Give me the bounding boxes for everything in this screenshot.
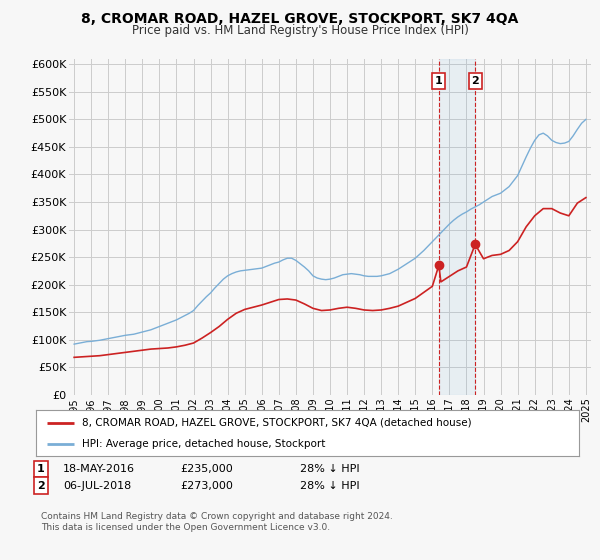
Text: 1: 1	[435, 76, 443, 86]
Text: 2: 2	[37, 480, 44, 491]
Text: £273,000: £273,000	[180, 480, 233, 491]
Text: 8, CROMAR ROAD, HAZEL GROVE, STOCKPORT, SK7 4QA (detached house): 8, CROMAR ROAD, HAZEL GROVE, STOCKPORT, …	[82, 418, 472, 428]
Text: £235,000: £235,000	[180, 464, 233, 474]
Text: Price paid vs. HM Land Registry's House Price Index (HPI): Price paid vs. HM Land Registry's House …	[131, 24, 469, 37]
Text: Contains HM Land Registry data © Crown copyright and database right 2024.
This d: Contains HM Land Registry data © Crown c…	[41, 512, 392, 532]
Text: HPI: Average price, detached house, Stockport: HPI: Average price, detached house, Stoc…	[82, 439, 326, 449]
Text: 8, CROMAR ROAD, HAZEL GROVE, STOCKPORT, SK7 4QA: 8, CROMAR ROAD, HAZEL GROVE, STOCKPORT, …	[82, 12, 518, 26]
Text: 2: 2	[471, 76, 479, 86]
Text: 28% ↓ HPI: 28% ↓ HPI	[300, 464, 359, 474]
Bar	[439, 59, 475, 395]
Text: 18-MAY-2016: 18-MAY-2016	[63, 464, 135, 474]
Text: 1: 1	[37, 464, 44, 474]
Text: 28% ↓ HPI: 28% ↓ HPI	[300, 480, 359, 491]
Text: 06-JUL-2018: 06-JUL-2018	[63, 480, 131, 491]
